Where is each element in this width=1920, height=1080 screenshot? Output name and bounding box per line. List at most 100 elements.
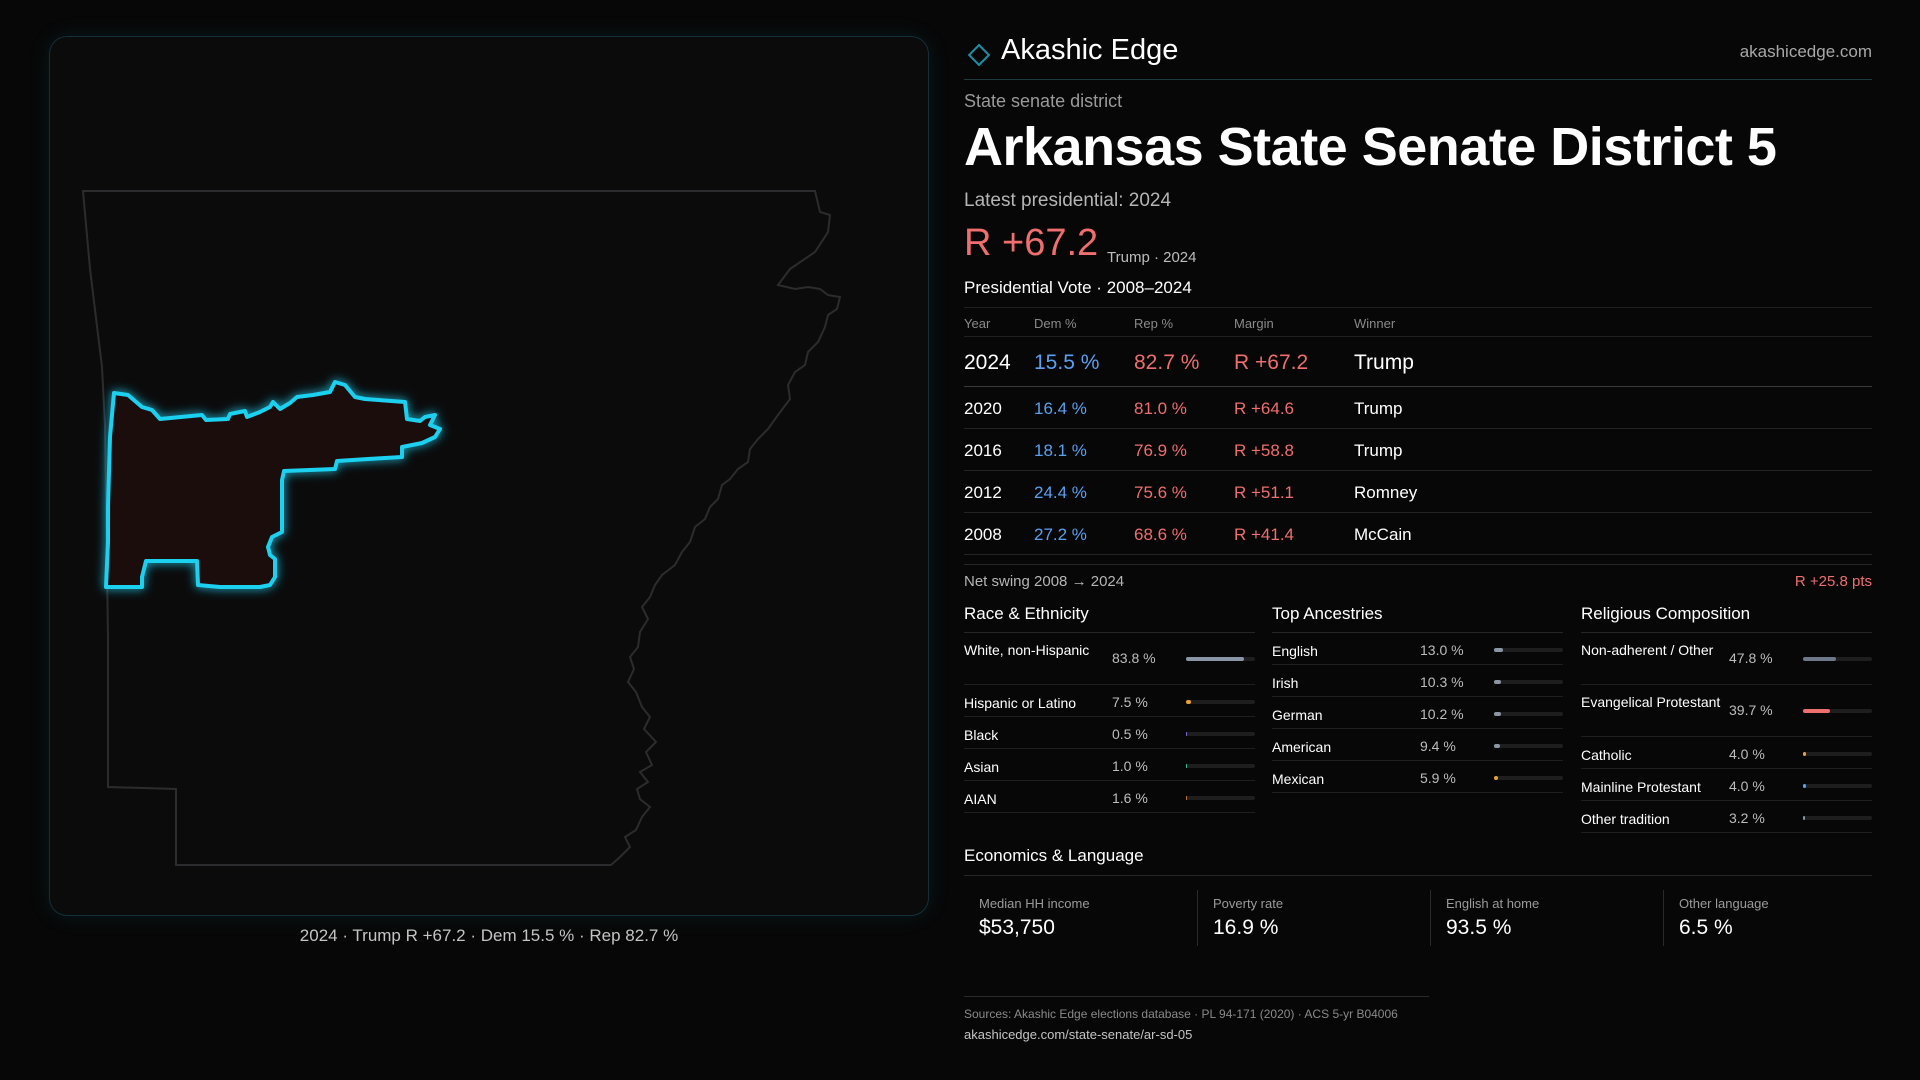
row-dem: 16.4 % bbox=[1034, 399, 1087, 418]
stat-row: Non-adherent / Other 47.8 % bbox=[1581, 633, 1872, 685]
table-row: 2008 27.2 % 68.6 % R +41.4 McCain bbox=[964, 513, 1872, 555]
row-margin: R +67.2 bbox=[1234, 351, 1309, 374]
stat-bar-fill bbox=[1803, 709, 1831, 713]
stat-value: 13.0 % bbox=[1420, 642, 1464, 658]
presidential-vote-heading: Presidential Vote · 2008–2024 bbox=[964, 278, 1192, 297]
stat-bar-fill bbox=[1494, 680, 1502, 684]
stat-row: Other tradition 3.2 % bbox=[1581, 801, 1872, 833]
row-year: 2008 bbox=[964, 525, 1002, 544]
econ-box-english: English at home 93.5 % bbox=[1430, 890, 1650, 946]
row-winner: Romney bbox=[1354, 483, 1418, 502]
stat-row: Catholic 4.0 % bbox=[1581, 737, 1872, 769]
stat-value: 83.8 % bbox=[1112, 650, 1156, 666]
table-row: 2012 24.4 % 75.6 % R +51.1 Romney bbox=[964, 471, 1872, 513]
stat-row: English 13.0 % bbox=[1272, 633, 1563, 665]
table-row: 2024 15.5 % 82.7 % R +67.2 Trump bbox=[964, 337, 1872, 387]
econ-label: English at home bbox=[1446, 896, 1540, 911]
stat-row: Mainline Protestant 4.0 % bbox=[1581, 769, 1872, 801]
stat-bar-fill bbox=[1803, 816, 1806, 820]
stat-bar bbox=[1186, 700, 1255, 704]
economics-title: Economics & Language bbox=[964, 846, 1872, 876]
religion-section: Religious Composition Non-adherent / Oth… bbox=[1581, 602, 1872, 833]
stat-row: German 10.2 % bbox=[1272, 697, 1563, 729]
stat-label: Mexican bbox=[1272, 771, 1325, 787]
stat-label: Other tradition bbox=[1581, 811, 1670, 827]
econ-box-poverty: Poverty rate 16.9 % bbox=[1197, 890, 1417, 946]
net-swing-value: R +25.8 pts bbox=[1794, 573, 1872, 590]
column-header-rep: Rep % bbox=[1134, 316, 1174, 331]
stat-bar bbox=[1494, 680, 1563, 684]
race-ethnicity-title: Race & Ethnicity bbox=[964, 602, 1255, 633]
stat-row: White, non-Hispanic 83.8 % bbox=[964, 633, 1255, 685]
econ-box-other-language: Other language 6.5 % bbox=[1663, 890, 1883, 946]
table-row: 2016 18.1 % 76.9 % R +58.8 Trump bbox=[964, 429, 1872, 471]
econ-value: 6.5 % bbox=[1679, 916, 1733, 939]
stat-value: 1.0 % bbox=[1112, 758, 1148, 774]
row-margin: R +51.1 bbox=[1234, 483, 1295, 502]
stat-bar-fill bbox=[1186, 796, 1188, 800]
stat-value: 9.4 % bbox=[1420, 738, 1456, 754]
latest-presidential: Latest presidential: 2024 bbox=[964, 190, 1172, 211]
econ-value: 93.5 % bbox=[1446, 916, 1512, 939]
stat-value: 1.6 % bbox=[1112, 790, 1148, 806]
brand-url[interactable]: akashicedge.com bbox=[1739, 42, 1872, 61]
row-year: 2012 bbox=[964, 483, 1002, 502]
stat-bar bbox=[1186, 732, 1255, 736]
stat-value: 5.9 % bbox=[1420, 770, 1456, 786]
stat-value: 3.2 % bbox=[1729, 810, 1765, 826]
district-type: State senate district bbox=[964, 91, 1123, 111]
stat-bar-fill bbox=[1186, 657, 1244, 661]
row-winner: Trump bbox=[1354, 351, 1414, 374]
econ-label: Median HH income bbox=[979, 896, 1090, 911]
diamond-logo-icon bbox=[967, 43, 991, 67]
table-header: Year Dem % Rep % Margin Winner bbox=[964, 307, 1872, 337]
stat-label: Mainline Protestant bbox=[1581, 779, 1701, 795]
stat-bar-fill bbox=[1186, 700, 1192, 704]
ancestry-title: Top Ancestries bbox=[1272, 602, 1563, 633]
stat-label: Non-adherent / Other bbox=[1581, 642, 1714, 658]
row-margin: R +58.8 bbox=[1234, 441, 1295, 460]
stat-row: AIAN 1.6 % bbox=[964, 781, 1255, 813]
map-panel[interactable] bbox=[49, 36, 929, 916]
stat-bar bbox=[1494, 776, 1563, 780]
brand-name[interactable]: Akashic Edge bbox=[1001, 34, 1179, 66]
stat-bar-fill bbox=[1494, 712, 1502, 716]
sources-footer: Sources: Akashic Edge elections database… bbox=[964, 996, 1429, 1042]
econ-label: Poverty rate bbox=[1213, 896, 1284, 911]
stat-bar bbox=[1803, 657, 1872, 661]
stat-bar-fill bbox=[1186, 732, 1188, 736]
page-url-link[interactable]: akashicedge.com/state-senate/ar-sd-05 bbox=[964, 1027, 1193, 1042]
stat-bar bbox=[1494, 648, 1563, 652]
row-winner: Trump bbox=[1354, 441, 1403, 460]
row-year: 2024 bbox=[964, 351, 1011, 374]
presidential-vote-table: Year Dem % Rep % Margin Winner 2024 15.5… bbox=[964, 307, 1872, 555]
stat-label: Evangelical Protestant bbox=[1581, 694, 1721, 710]
econ-value: $53,750 bbox=[979, 916, 1055, 939]
stat-row: Irish 10.3 % bbox=[1272, 665, 1563, 697]
stat-bar-fill bbox=[1494, 744, 1501, 748]
stat-bar bbox=[1803, 709, 1872, 713]
econ-box-income: Median HH income $53,750 bbox=[964, 890, 1184, 946]
row-rep: 82.7 % bbox=[1134, 351, 1200, 374]
stat-label: AIAN bbox=[964, 791, 997, 807]
stat-label: White, non-Hispanic bbox=[964, 642, 1090, 658]
row-margin: R +64.6 bbox=[1234, 399, 1295, 418]
row-winner: McCain bbox=[1354, 525, 1412, 544]
stat-value: 10.3 % bbox=[1420, 674, 1464, 690]
stat-row: American 9.4 % bbox=[1272, 729, 1563, 761]
district-outline[interactable] bbox=[104, 380, 442, 589]
stat-bar bbox=[1494, 712, 1563, 716]
net-swing-label: Net swing 2008 → 2024 bbox=[964, 573, 1125, 590]
stat-bar-fill bbox=[1803, 657, 1836, 661]
stat-bar bbox=[1494, 744, 1563, 748]
stat-bar-fill bbox=[1494, 648, 1503, 652]
row-winner: Trump bbox=[1354, 399, 1403, 418]
stat-value: 39.7 % bbox=[1729, 702, 1773, 718]
page-title: Arkansas State Senate District 5 bbox=[964, 117, 1777, 177]
row-year: 2020 bbox=[964, 399, 1002, 418]
row-rep: 76.9 % bbox=[1134, 441, 1187, 460]
row-dem: 27.2 % bbox=[1034, 525, 1087, 544]
headline-margin: R +67.2 bbox=[964, 222, 1099, 264]
stat-bar bbox=[1803, 816, 1872, 820]
map-caption: 2024 · Trump R +67.2 · Dem 15.5 % · Rep … bbox=[299, 926, 679, 945]
